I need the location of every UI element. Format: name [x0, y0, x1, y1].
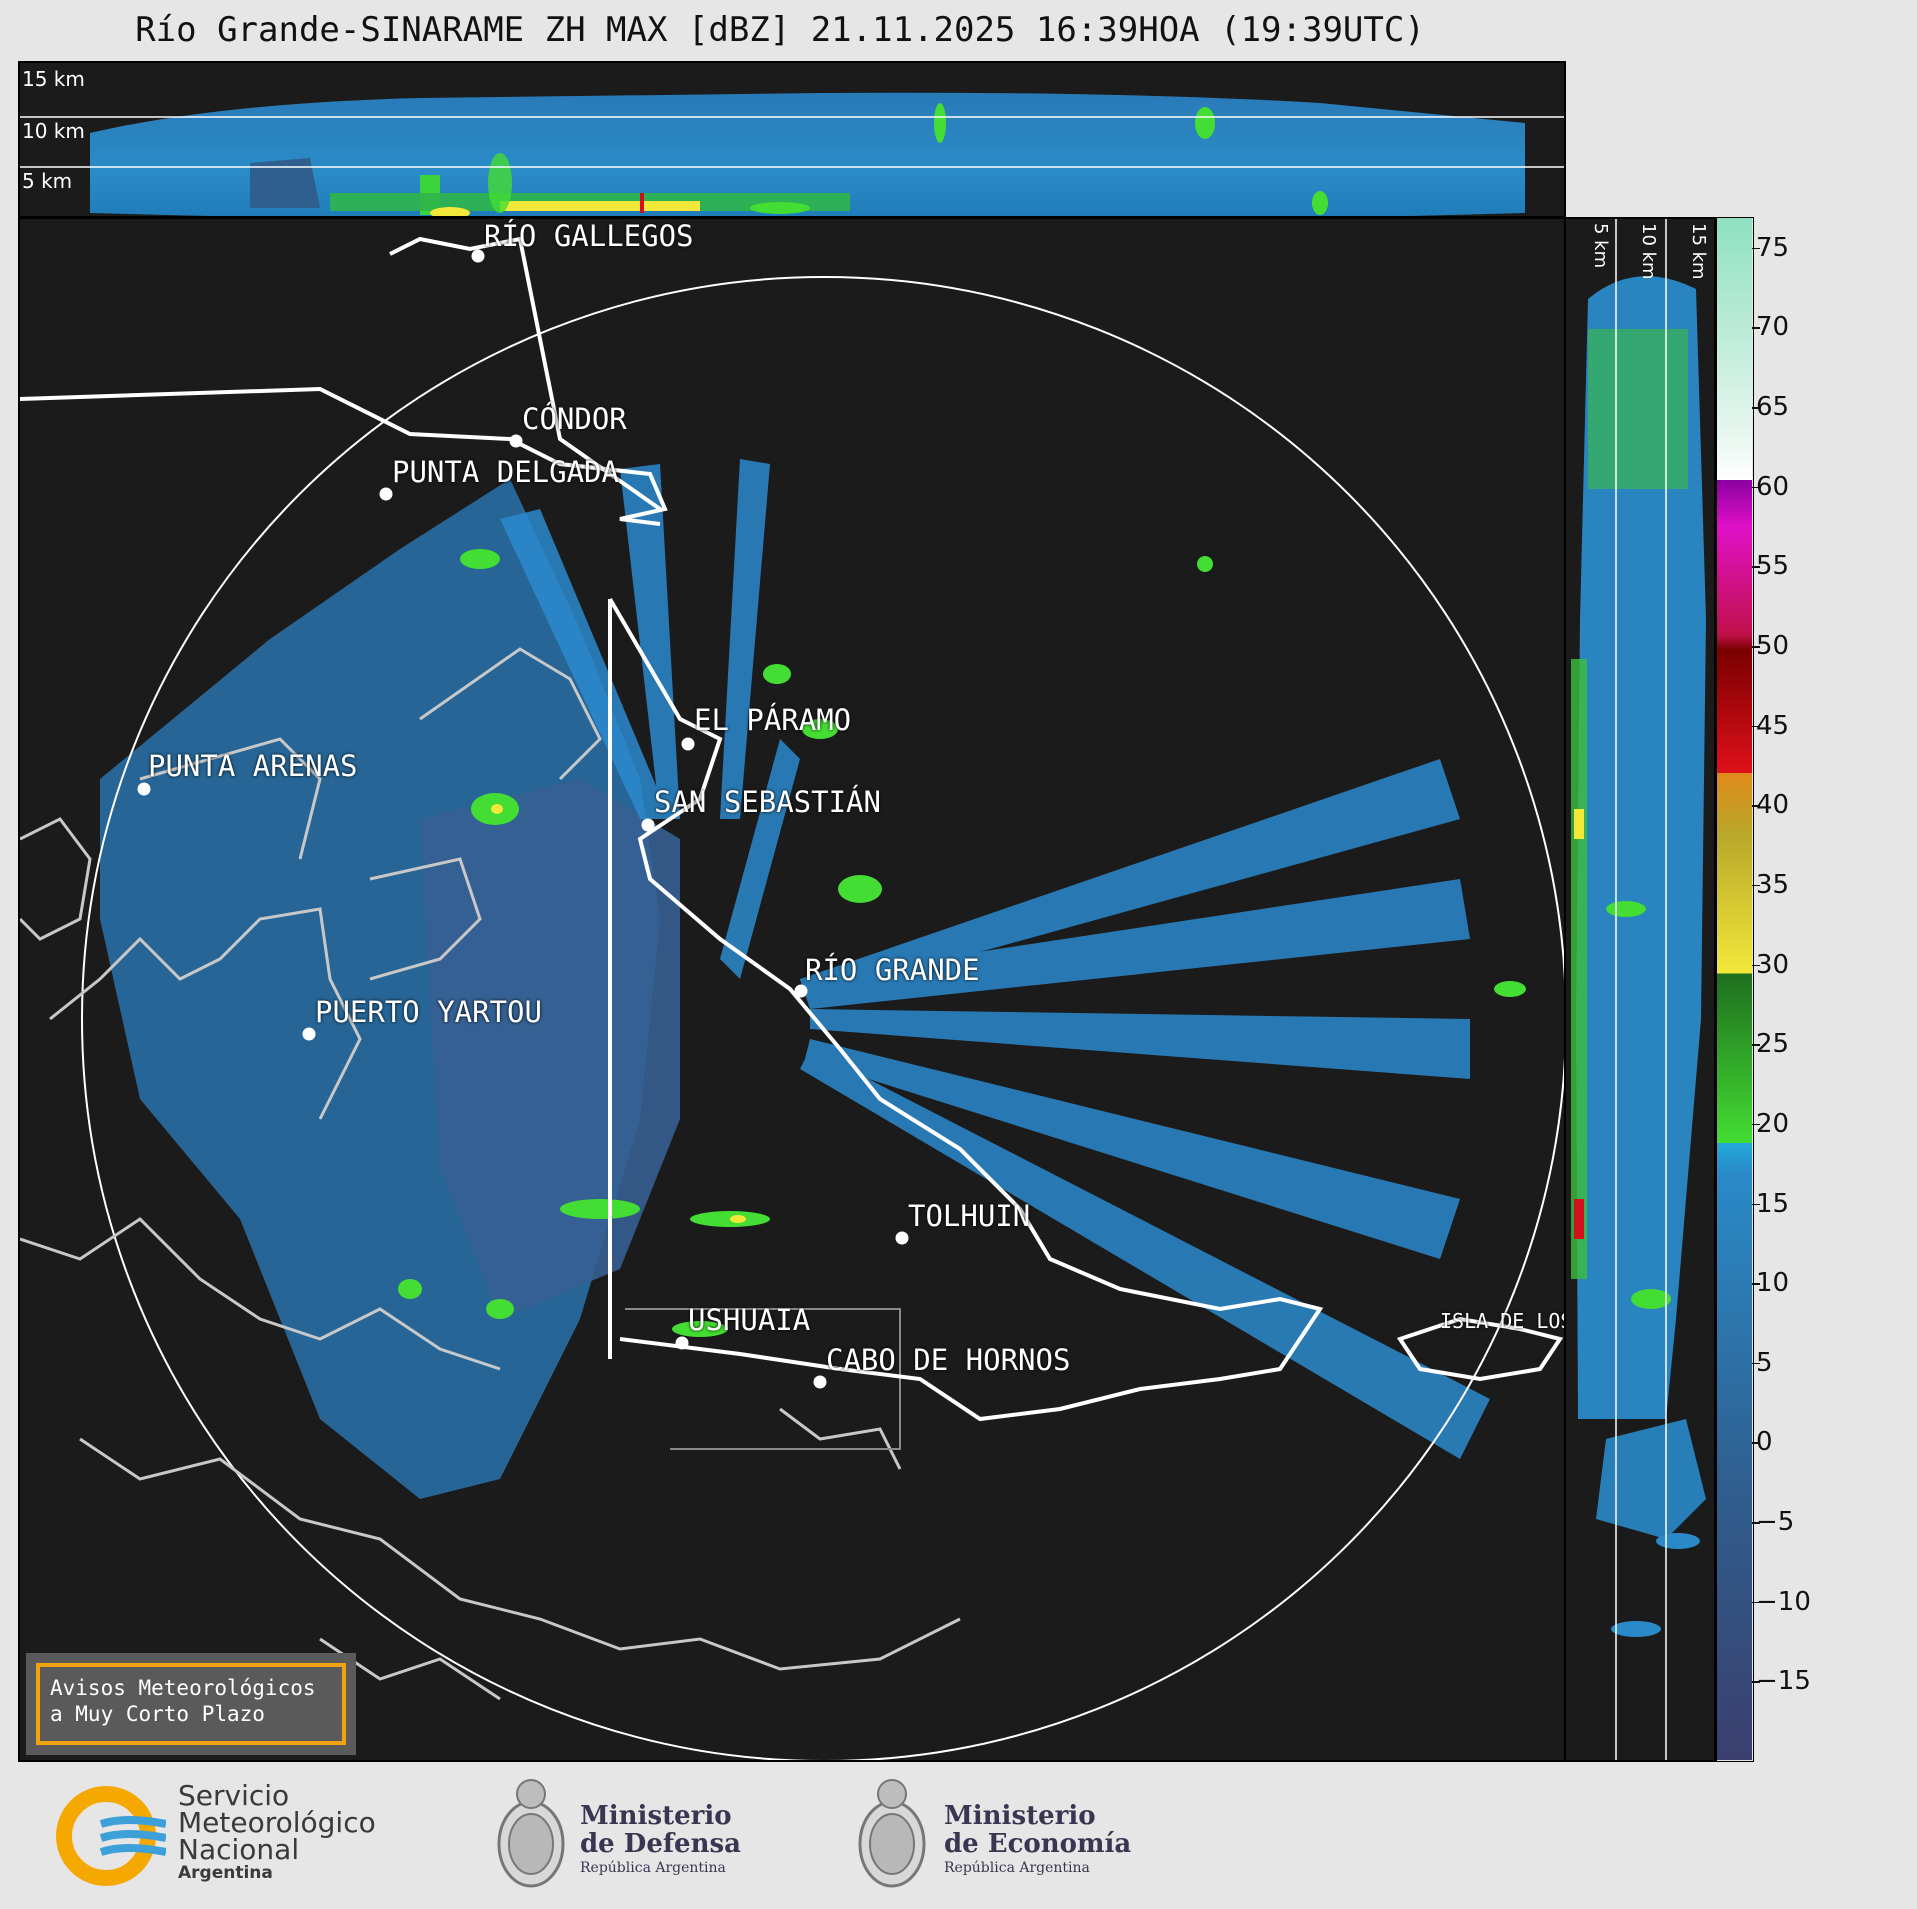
coastlines: [20, 647, 961, 1701]
smn-line-3: Nacional: [178, 1833, 300, 1866]
colorbar-tick-label: 20: [1751, 1108, 1790, 1139]
city-label-san-sebastian: SAN SEBASTIÁN: [654, 785, 881, 819]
smn-line-4: Argentina: [178, 1863, 273, 1883]
warning-line-2: a Muy Corto Plazo: [50, 1702, 265, 1726]
right-altitude-label-5: 5 km: [1590, 223, 1611, 269]
city-label-condor: CÓNDOR: [522, 402, 627, 436]
colorbar: [1716, 217, 1754, 1762]
right-altitude-label-10: 10 km: [1638, 223, 1659, 280]
city-dot-punta-delgada: [379, 487, 393, 501]
city-label-tolhuin: TOLHUIN: [908, 1199, 1031, 1233]
city-dot-puerto-yartou: [302, 1027, 316, 1041]
defensa-line-2: de Defensa: [580, 1829, 741, 1859]
colorbar-tick-label: 0: [1752, 1427, 1773, 1458]
warning-box[interactable]: Avisos Meteorológicos a Muy Corto Plazo: [26, 1653, 356, 1755]
city-dot-ushuaia: [675, 1336, 689, 1350]
colorbar-tick-label: −10: [1752, 1586, 1811, 1617]
colorbar-tick-label: 45: [1751, 710, 1790, 741]
economia-line-1: Ministerio: [944, 1801, 1096, 1831]
colorbar-tick-label: 25: [1751, 1029, 1790, 1060]
city-dot-condor: [509, 434, 523, 448]
colorbar-tick-label: 65: [1751, 392, 1790, 423]
top-altitude-label-10: 10 km: [22, 119, 85, 143]
defensa-seal-icon: [495, 1772, 567, 1896]
colorbar-tick-label: 50: [1751, 631, 1790, 662]
city-dot-rio-gallegos: [471, 249, 485, 263]
city-label-punta-arenas: PUNTA ARENAS: [148, 749, 358, 783]
eastern-echo-streaks: [500, 459, 1490, 1459]
smn-logo-text: Servicio Meteorológico Nacional Argentin…: [178, 1779, 376, 1884]
defensa-line-3: República Argentina: [580, 1860, 726, 1876]
colorbar-tick-label: 70: [1751, 312, 1790, 343]
city-dot-san-sebastian: [641, 818, 655, 832]
smn-logo-icon: [56, 1786, 167, 1886]
city-label-ushuaia: USHUAIA: [688, 1303, 811, 1337]
right-cross-section-panel: 5 km 10 km 15 km: [1564, 217, 1716, 1762]
colorbar-tick-label: −15: [1752, 1666, 1811, 1697]
economia-line-2: de Economía: [944, 1829, 1132, 1859]
top-cross-section-panel: 15 km 10 km 5 km: [18, 61, 1566, 218]
warning-box-frame: Avisos Meteorológicos a Muy Corto Plazo: [36, 1663, 346, 1745]
city-dot-cabo-de-hornos: [813, 1375, 827, 1389]
city-dot-el-paramo: [681, 737, 695, 751]
economia-logo-text: Ministerio de Economía República Argenti…: [944, 1802, 1131, 1878]
city-label-rio-gallegos: RÍO GALLEGOS: [484, 219, 694, 253]
city-dot-punta-arenas: [137, 782, 151, 796]
right-altitude-label-15: 15 km: [1688, 223, 1709, 280]
colorbar-tick-label: 10: [1751, 1268, 1790, 1299]
colorbar-tick-label: 15: [1751, 1188, 1790, 1219]
top-cross-section-echoes: [20, 92, 1564, 216]
city-label-isla-de-los-estados: ISLA DE LOS ESTADOS: [1440, 1309, 1564, 1333]
city-label-cabo-de-hornos: CABO DE HORNOS: [826, 1343, 1071, 1377]
city-label-el-paramo: EL PÁRAMO: [694, 703, 852, 737]
colorbar-tick-label: 75: [1751, 232, 1790, 263]
warning-line-1: Avisos Meteorológicos: [50, 1676, 316, 1700]
smn-logo: [56, 1786, 167, 1886]
country-borders: [20, 236, 1564, 1422]
radar-map-panel[interactable]: RÍO GALLEGOS CÓNDOR PUNTA DELGADA EL PÁR…: [18, 217, 1566, 1762]
colorbar-tick-label: 55: [1751, 551, 1790, 582]
economia-line-3: República Argentina: [944, 1860, 1090, 1876]
economia-seal-icon: [856, 1772, 928, 1896]
defensa-line-1: Ministerio: [580, 1801, 732, 1831]
colorbar-gradient: [1717, 218, 1752, 1760]
radar-map-svg: [20, 236, 1564, 1760]
colorbar-tick-label: 40: [1751, 790, 1790, 821]
top-altitude-label-5: 5 km: [22, 169, 73, 193]
city-label-punta-delgada: PUNTA DELGADA: [392, 455, 619, 489]
top-altitude-label-15: 15 km: [22, 67, 85, 91]
city-dot-rio-grande: [794, 984, 808, 998]
colorbar-tick-label: 5: [1752, 1347, 1773, 1378]
right-cross-section-echoes: [1571, 219, 1706, 1760]
colorbar-tick-label: 35: [1751, 869, 1790, 900]
city-dot-tolhuin: [895, 1231, 909, 1245]
city-label-rio-grande: RÍO GRANDE: [805, 953, 980, 987]
colorbar-tick-label: 60: [1751, 471, 1790, 502]
city-label-puerto-yartou: PUERTO YARTOU: [315, 995, 542, 1029]
smn-line-2: Meteorológico: [178, 1806, 376, 1839]
radar-range-ring: [81, 276, 1564, 1760]
chart-title: Río Grande-SINARAME ZH MAX [dBZ] 21.11.2…: [135, 10, 1425, 50]
defensa-logo-text: Ministerio de Defensa República Argentin…: [580, 1802, 741, 1878]
colorbar-tick-label: −5: [1751, 1507, 1795, 1538]
smn-line-1: Servicio: [178, 1779, 290, 1812]
colorbar-tick-label: 30: [1751, 949, 1790, 980]
